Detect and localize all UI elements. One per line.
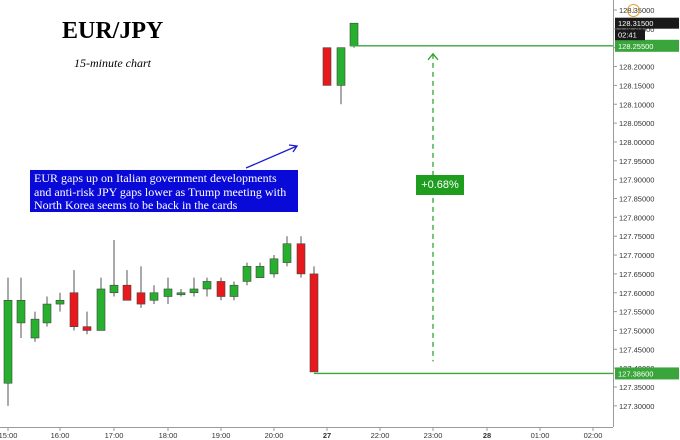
y-tick-label: 128.15000 bbox=[619, 81, 654, 90]
candles bbox=[3, 22, 359, 406]
time-axis: 15:00 16:00 17:00 18:00 19:00 20:00 27 22:00 23:… bbox=[0, 427, 602, 440]
current-price-badge: 128.31500 bbox=[618, 19, 653, 28]
current-price-badge-bg bbox=[615, 17, 679, 29]
candle-up bbox=[242, 266, 252, 282]
x-tick-label: 22:00 bbox=[371, 431, 390, 440]
candle-up bbox=[336, 47, 346, 86]
y-tick-label: 127.70000 bbox=[619, 251, 654, 260]
price-level-badge: 128.25500 bbox=[618, 42, 653, 51]
x-tick-label: 02:00 bbox=[584, 431, 603, 440]
y-tick-label: 127.90000 bbox=[619, 176, 654, 185]
candle-down bbox=[296, 243, 306, 275]
y-tick-label: 127.30000 bbox=[619, 402, 654, 411]
x-tick-label: 27 bbox=[323, 431, 331, 440]
candle-up bbox=[229, 284, 239, 297]
chart-subtitle: 15-minute chart bbox=[74, 56, 151, 70]
candle-down bbox=[309, 273, 319, 373]
price-level-badge-bg bbox=[615, 39, 679, 52]
candle-up bbox=[269, 258, 279, 275]
annotation-pointer-head bbox=[288, 144, 299, 153]
x-tick-label: 28 bbox=[483, 431, 491, 440]
candle-up bbox=[55, 299, 65, 305]
candle-down bbox=[82, 326, 92, 331]
x-tick-label: 20:00 bbox=[265, 431, 284, 440]
candle-up bbox=[96, 288, 106, 331]
y-tick-label: 127.45000 bbox=[619, 345, 654, 354]
price-axis: 128.35000128.30000128.25000128.20000128.… bbox=[613, 6, 679, 411]
y-tick-label: 127.80000 bbox=[619, 213, 654, 222]
annotation-box: EUR gaps up on Italian government develo… bbox=[30, 170, 298, 212]
candle-down bbox=[69, 292, 79, 327]
y-tick-label: 127.85000 bbox=[619, 195, 654, 204]
y-tick-label: 128.00000 bbox=[619, 138, 654, 147]
countdown-badge-bg bbox=[615, 29, 645, 41]
y-tick-label: 127.35000 bbox=[619, 383, 654, 392]
candle-down bbox=[322, 47, 332, 86]
arrow-head bbox=[427, 52, 439, 61]
y-tick-label: 128.20000 bbox=[619, 63, 654, 72]
candle-up bbox=[30, 318, 40, 339]
y-tick-label: 127.65000 bbox=[619, 270, 654, 279]
y-tick-label: 127.50000 bbox=[619, 326, 654, 335]
gap-percent-badge: +0.68% bbox=[416, 175, 464, 195]
candle-down bbox=[136, 292, 146, 305]
x-tick-label: 15:00 bbox=[0, 431, 17, 440]
price-level-badge: 127.38600 bbox=[618, 369, 653, 378]
x-tick-label: 16:00 bbox=[51, 431, 70, 440]
x-tick-label: 18:00 bbox=[159, 431, 178, 440]
y-tick-label: 127.75000 bbox=[619, 232, 654, 241]
y-tick-label: 127.95000 bbox=[619, 157, 654, 166]
candle-up bbox=[3, 299, 13, 384]
candle-up bbox=[109, 284, 119, 294]
candle-up bbox=[16, 299, 26, 324]
candle-down bbox=[122, 284, 132, 301]
candle-up bbox=[149, 292, 159, 301]
annotation-pointer-arrow bbox=[245, 145, 298, 169]
candle-up bbox=[163, 288, 173, 297]
candle-down bbox=[216, 281, 226, 297]
chart-title: EUR/JPY bbox=[62, 18, 164, 44]
y-tick-label: 127.60000 bbox=[619, 289, 654, 298]
countdown-timer: 02:41 bbox=[618, 31, 637, 40]
candle-up bbox=[255, 266, 265, 278]
candle-up bbox=[42, 303, 52, 324]
chart-frame bbox=[0, 0, 614, 428]
y-tick-label: 128.05000 bbox=[619, 119, 654, 128]
candle-up bbox=[176, 292, 186, 296]
candle-up bbox=[189, 288, 199, 294]
y-tick-label: 127.55000 bbox=[619, 308, 654, 317]
support-resistance-lines bbox=[314, 45, 613, 375]
candle-up bbox=[349, 22, 359, 47]
x-tick-label: 17:00 bbox=[105, 431, 124, 440]
y-tick-label: 128.10000 bbox=[619, 100, 654, 109]
info-icon[interactable]: i bbox=[627, 4, 640, 17]
x-tick-label: 23:00 bbox=[424, 431, 443, 440]
x-tick-label: 01:00 bbox=[531, 431, 550, 440]
price-level-badge-bg bbox=[615, 367, 679, 380]
annotation-arrows bbox=[245, 52, 439, 362]
candle-up bbox=[282, 243, 292, 263]
x-tick-label: 19:00 bbox=[212, 431, 231, 440]
candle-up bbox=[202, 281, 212, 290]
